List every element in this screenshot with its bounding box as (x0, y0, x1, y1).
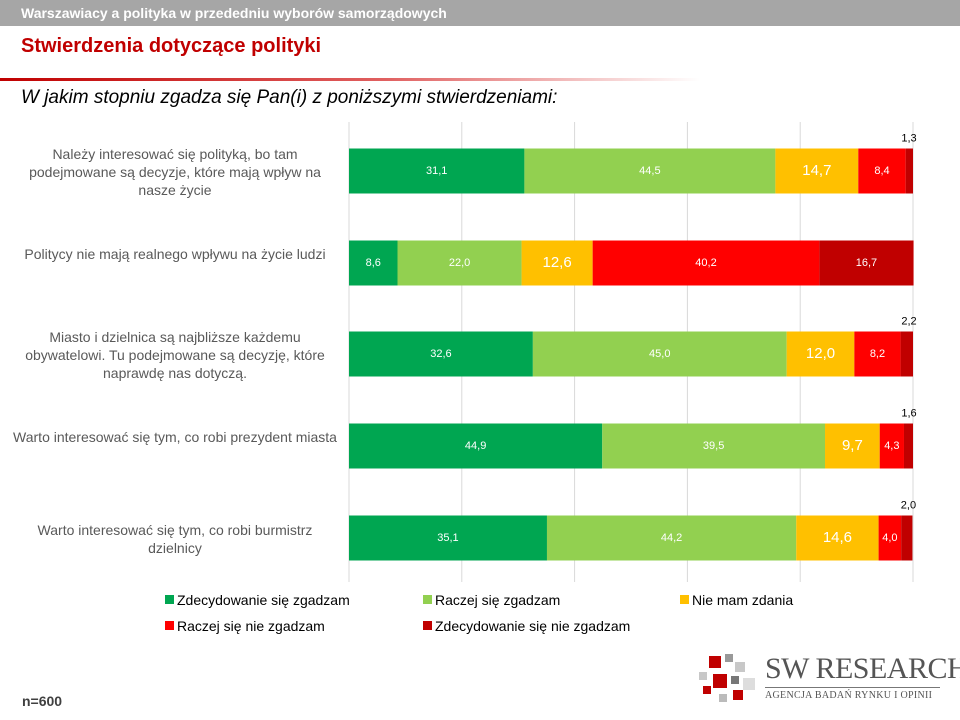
bar-segment (903, 423, 913, 469)
data-label: 44,5 (639, 165, 660, 177)
data-label: 2,2 (901, 315, 916, 327)
legend-swatch (680, 595, 689, 604)
legend-swatch (423, 621, 432, 630)
row-label-2: Politycy nie mają realnego wpływu na życ… (24, 246, 326, 262)
data-label: 44,9 (465, 440, 486, 452)
bar-segment (349, 240, 398, 286)
bar-segment (905, 148, 913, 194)
legend-label: Raczej się zgadzam (435, 592, 561, 608)
bar-segment (825, 423, 880, 469)
bar-segment (786, 331, 855, 377)
top-bar: Warszawiacy a polityka w przededniu wybo… (0, 0, 960, 26)
bar-segment (878, 515, 902, 561)
section-title: Stwierdzenia dotyczące polityki (21, 35, 322, 57)
bar-segment (592, 240, 820, 286)
legend-label: Nie mam zdania (692, 592, 794, 608)
legend-swatch (165, 621, 174, 630)
data-label: 4,0 (882, 532, 897, 544)
legend-item-disagree: Raczej się nie zgadzam (165, 618, 325, 634)
row-label-5: Warto interesować się tym, co robi burmi… (37, 522, 313, 556)
legend-item-strongly-agree: Zdecydowanie się zgadzam (165, 592, 350, 608)
sample-size-note: n=600 (22, 693, 63, 709)
bar-segment (546, 515, 797, 561)
bar-segment (532, 331, 787, 377)
data-label: 22,0 (449, 257, 470, 269)
bar-segment (349, 423, 603, 469)
data-label: 14,7 (802, 162, 831, 179)
data-label: 44,2 (661, 532, 682, 544)
legend-item-agree: Raczej się zgadzam (423, 592, 560, 608)
data-label: 12,0 (806, 345, 835, 362)
bar-segment (602, 423, 826, 469)
bar-segment (879, 423, 904, 469)
bar-segment (349, 148, 525, 194)
data-label: 16,7 (856, 257, 877, 269)
bar-segment (521, 240, 593, 286)
data-label: 40,2 (695, 257, 716, 269)
legend-swatch (423, 595, 432, 604)
legend-label: Raczej się nie zgadzam (177, 618, 325, 634)
data-label: 32,6 (430, 348, 451, 360)
data-label: 45,0 (649, 348, 670, 360)
report-title: Warszawiacy a polityka w przededniu wybo… (21, 5, 447, 21)
data-label: 2,0 (901, 499, 916, 511)
data-label: 8,4 (874, 165, 889, 177)
bar-segment (819, 240, 914, 286)
data-label: 12,6 (543, 254, 572, 271)
bar-segment (796, 515, 879, 561)
question-text: W jakim stopniu zgadza się Pan(i) z poni… (21, 87, 558, 108)
data-label: 1,3 (901, 132, 916, 144)
data-label: 8,2 (870, 348, 885, 360)
bar-segment (524, 148, 776, 194)
row-label-1: Należy interesować się polityką, bo tam … (29, 146, 321, 198)
bar-segment (397, 240, 522, 286)
legend-item-no-opinion: Nie mam zdania (680, 592, 793, 608)
data-label: 8,6 (366, 257, 381, 269)
data-label: 1,6 (901, 407, 916, 419)
data-label: 35,1 (437, 532, 458, 544)
bar-segment (854, 331, 901, 377)
bar-segment (901, 515, 913, 561)
title-divider (0, 78, 700, 81)
data-label: 9,7 (842, 437, 863, 454)
logo-tagline: AGENCJA BADAŃ RYNKU I OPINII (765, 690, 933, 701)
logo-divider (765, 687, 940, 688)
bar-segment (900, 331, 913, 377)
legend-item-strongly-disagree: Zdecydowanie się nie zgadzam (423, 618, 630, 634)
stacked-bar-chart: 31,1 44,5 14,7 8,4 1,3 8,6 22,0 12,6 40,2 16,7 32,… (348, 122, 917, 582)
data-label: 4,3 (884, 440, 899, 452)
legend-swatch (165, 595, 174, 604)
logo-text: SW RESEARCH (765, 652, 960, 685)
row-label-4: Warto interesować się tym, co robi prezy… (13, 429, 337, 445)
data-label: 39,5 (703, 440, 724, 452)
legend-label: Zdecydowanie się zgadzam (177, 592, 350, 608)
legend-label: Zdecydowanie się nie zgadzam (435, 618, 631, 634)
data-label: 14,6 (823, 529, 852, 546)
bar-segment (775, 148, 859, 194)
sw-research-logo: SW RESEARCH AGENCJA BADAŃ RYNKU I OPINII (695, 652, 960, 704)
bar-segment (349, 515, 547, 561)
data-label: 31,1 (426, 165, 447, 177)
bar-segment (858, 148, 906, 194)
bar-segment (349, 331, 533, 377)
row-label-3: Miasto i dzielnica są najbliższe każdemu… (25, 329, 325, 381)
logo-squares-icon (699, 654, 755, 702)
